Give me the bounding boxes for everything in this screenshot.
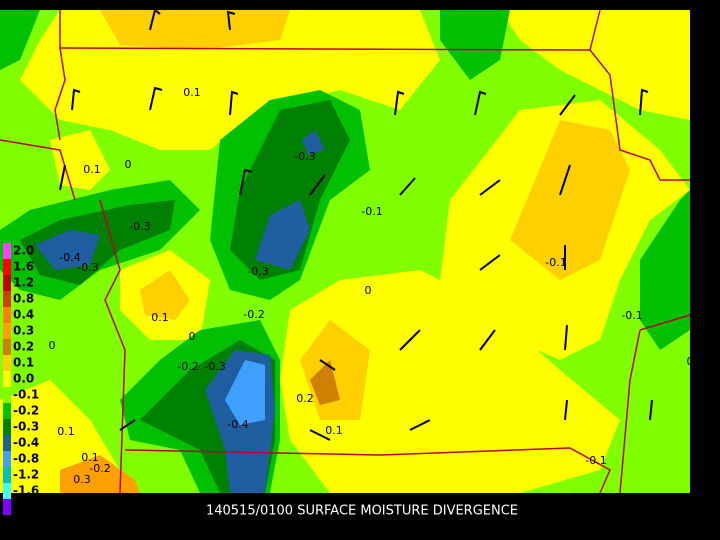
legend-label: 0.3: [13, 324, 34, 338]
contour-labels: 0.10.1 0-0.3-0.1-0.3-0.4-0.3 -0.30-0.10.10…: [49, 86, 694, 486]
contour-label: -0.2: [243, 308, 264, 321]
legend-swatch: [3, 371, 11, 387]
legend-label: -0.8: [13, 452, 39, 466]
wind-barbs: [59, 8, 653, 441]
legend-label: 0.1: [13, 356, 34, 370]
legend-swatch: [3, 419, 11, 435]
legend-label: -0.2: [13, 404, 39, 418]
legend-swatch: [3, 323, 11, 339]
legend-swatch: [3, 243, 11, 259]
legend-label: -1.6: [13, 484, 39, 498]
legend-swatch: [3, 339, 11, 355]
contour-label: -0.2: [89, 462, 110, 475]
contour-label: -0.2: [177, 360, 198, 373]
title: 140515/0100 SURFACE MOISTURE DIVERGENCE: [206, 504, 518, 519]
legend-swatch: [3, 467, 11, 483]
legend-label: 0.0: [13, 372, 34, 386]
legend-swatch: [3, 483, 11, 499]
legend-label: 0.4: [13, 308, 34, 322]
contour-label: 0.1: [151, 311, 169, 324]
legend-swatch: [3, 259, 11, 275]
contour-fill: [0, 10, 690, 493]
legend-label: 2.0: [13, 244, 34, 258]
contour-label: -0.1: [545, 256, 566, 269]
contour-label: 0.3: [73, 473, 91, 486]
legend-label: -0.4: [13, 436, 39, 450]
contour-label: -0.3: [77, 261, 98, 274]
contour-label: 0: [687, 355, 694, 368]
contour-label: -0.3: [129, 220, 150, 233]
contour-label: -0.4: [227, 418, 248, 431]
contour-label: 0: [125, 158, 132, 171]
legend-label: 1.6: [13, 260, 34, 274]
state-borders: [0, 9, 691, 494]
legend-label: -0.1: [13, 388, 39, 402]
contour-label: 0: [49, 339, 56, 352]
legend-label: -0.3: [13, 420, 39, 434]
legend-swatch: [3, 499, 11, 515]
contour-label: -0.3: [247, 265, 268, 278]
contour-label: 0: [189, 330, 196, 343]
legend-label: 1.2: [13, 276, 34, 290]
contour-label: 0.1: [325, 424, 343, 437]
contour-label: 0.1: [183, 86, 201, 99]
legend-swatch: [3, 451, 11, 467]
contour-label: 0.1: [81, 451, 99, 464]
contour-label: 0.2: [296, 392, 314, 405]
contour-label: -0.4: [59, 251, 80, 264]
legend-swatch: [3, 307, 11, 323]
contour-label: -0.1: [621, 309, 642, 322]
contour-label: -0.3: [294, 150, 315, 163]
legend-swatch: [3, 387, 11, 403]
legend: 2.0 1.6 1.2 0.8 0.4 0.3 0.2 0.1 0.0 -0.1 -0.2 -0.3 -…: [3, 243, 39, 515]
contour-label: 0: [365, 284, 372, 297]
contour-label: -0.3: [204, 360, 225, 373]
contour-label: 0.1: [83, 163, 101, 176]
contour-label: 0.1: [57, 425, 75, 438]
legend-swatch: [3, 291, 11, 307]
legend-label: -1.2: [13, 468, 39, 482]
legend-swatch: [3, 403, 11, 419]
legend-swatch: [3, 355, 11, 371]
legend-swatch: [3, 435, 11, 451]
legend-swatch: [3, 275, 11, 291]
legend-label: 0.8: [13, 292, 34, 306]
contour-label: -0.1: [585, 454, 606, 467]
legend-label: 0.2: [13, 340, 34, 354]
contour-label: -0.1: [361, 205, 382, 218]
